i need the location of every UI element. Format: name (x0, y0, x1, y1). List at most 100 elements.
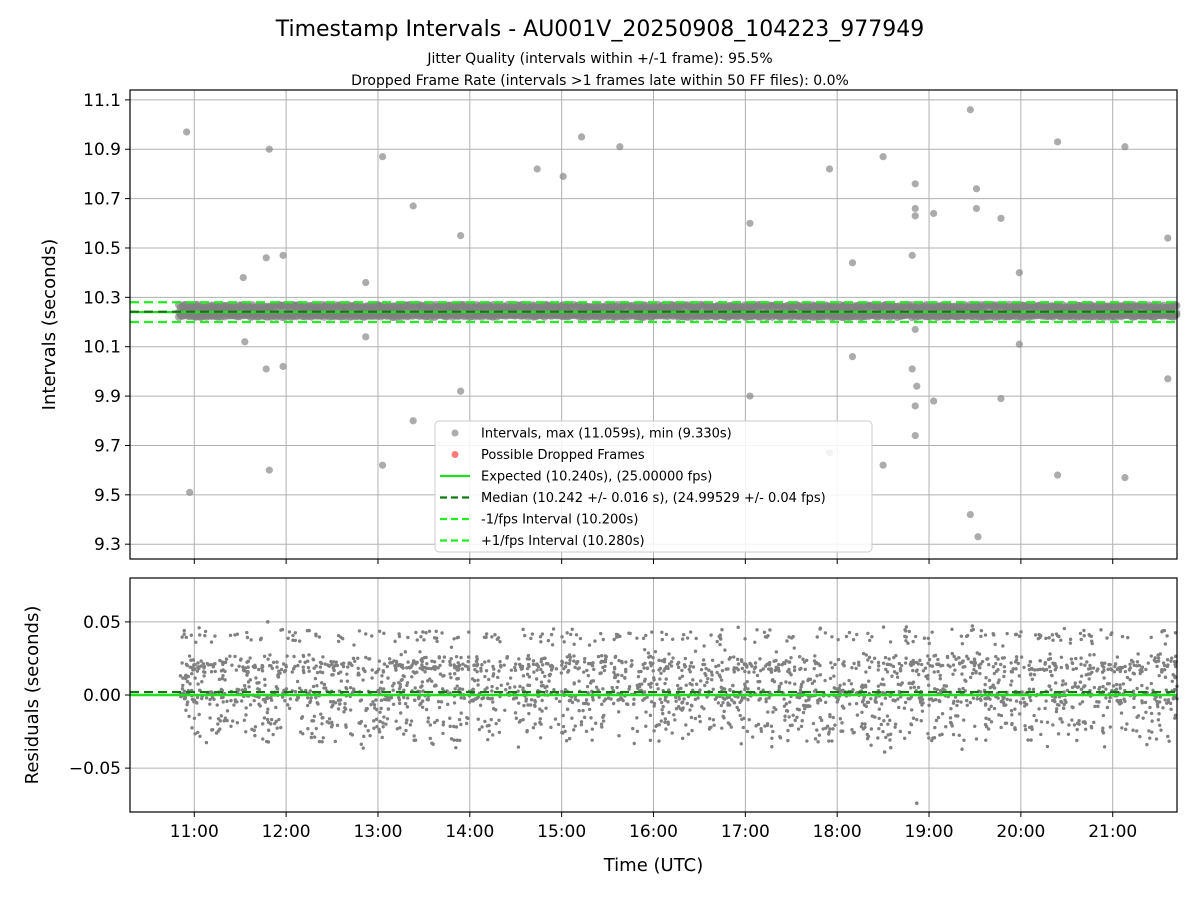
residual-point (210, 728, 214, 732)
residual-point (204, 696, 209, 700)
residual-point (1079, 637, 1083, 642)
residual-point (381, 725, 385, 729)
residual-point (602, 699, 606, 703)
residual-point (544, 661, 549, 666)
residual-point (699, 667, 704, 672)
residual-point (513, 711, 518, 715)
residual-point (813, 654, 817, 658)
residual-point (964, 679, 968, 683)
residual-point (927, 641, 932, 646)
residual-point (491, 733, 495, 737)
residual-point (1113, 664, 1117, 669)
residual-point (1132, 705, 1136, 710)
residual-point (378, 710, 382, 715)
residual-point (212, 662, 216, 666)
residual-point (486, 737, 490, 742)
residual-point (582, 656, 587, 661)
residual-point (539, 684, 544, 688)
residual-point (275, 665, 279, 669)
residual-point (568, 632, 573, 637)
residual-point (573, 697, 578, 702)
residual-point (209, 690, 214, 694)
residual-point (366, 729, 370, 733)
residual-point (581, 708, 585, 713)
residual-point (1082, 634, 1086, 638)
residual-point (960, 747, 964, 751)
residual-point (719, 678, 724, 682)
residual-point (345, 672, 349, 676)
residual-point (978, 666, 982, 670)
residual-point (502, 663, 506, 667)
residual-point (1001, 697, 1005, 701)
residual-point (538, 635, 543, 639)
residual-point (753, 661, 758, 665)
residual-point (649, 700, 654, 704)
residual-point (881, 729, 885, 734)
residual-point (651, 661, 655, 666)
residual-point (861, 698, 866, 702)
residual-point (711, 718, 716, 722)
residual-point (752, 666, 757, 671)
residual-point (1029, 672, 1033, 676)
residual-point (1087, 677, 1091, 681)
residual-point (630, 659, 634, 663)
residual-point (532, 703, 537, 707)
residual-point (223, 678, 227, 682)
residual-point (1147, 729, 1151, 733)
residual-point (721, 700, 725, 705)
residual-point (1019, 701, 1023, 705)
residual-point (1039, 720, 1044, 724)
residual-point (657, 658, 661, 663)
residual-point (635, 716, 639, 720)
residual-point (1148, 736, 1152, 740)
residual-point (869, 696, 873, 701)
residual-point (1028, 660, 1033, 664)
residual-point (980, 659, 985, 664)
residual-point (570, 716, 574, 720)
residual-point (882, 683, 886, 687)
residual-point (800, 719, 804, 723)
residual-point (983, 633, 988, 637)
residual-point (616, 679, 620, 684)
residual-point (860, 722, 864, 726)
interval-outlier-point (825, 165, 834, 173)
residual-point (1088, 663, 1092, 668)
interval-outlier-point (1121, 143, 1129, 151)
residual-point (904, 629, 908, 633)
residual-point (266, 728, 271, 732)
residual-point (1105, 705, 1110, 710)
residual-point (852, 730, 856, 735)
residual-point (664, 632, 669, 637)
residual-point (224, 657, 229, 661)
residual-point (904, 656, 908, 660)
residual-point (662, 660, 667, 664)
residual-point (521, 674, 526, 678)
residual-point (951, 663, 956, 667)
residual-point (707, 716, 712, 721)
residual-point (566, 668, 571, 673)
residual-outlier-point (888, 745, 893, 750)
residual-point (740, 666, 745, 671)
residual-point (311, 684, 316, 689)
residual-point (560, 635, 564, 639)
residual-point (832, 674, 836, 678)
residual-point (960, 642, 965, 646)
residual-point (1019, 630, 1023, 634)
residual-point (933, 725, 937, 730)
residual-point (1108, 695, 1112, 700)
residual-point (666, 722, 671, 726)
residual-point (691, 665, 696, 669)
residual-point (420, 705, 425, 709)
residual-point (765, 723, 770, 728)
residual-point (197, 712, 201, 717)
residual-point (961, 659, 965, 663)
residual-point (474, 659, 479, 664)
residual-point (726, 721, 731, 725)
residual-point (1101, 726, 1105, 730)
residual-point (225, 709, 230, 713)
residual-point (585, 684, 590, 689)
residual-point (1051, 661, 1055, 665)
residual-point (997, 678, 1001, 682)
residual-point (235, 720, 240, 725)
residual-point (475, 669, 479, 674)
